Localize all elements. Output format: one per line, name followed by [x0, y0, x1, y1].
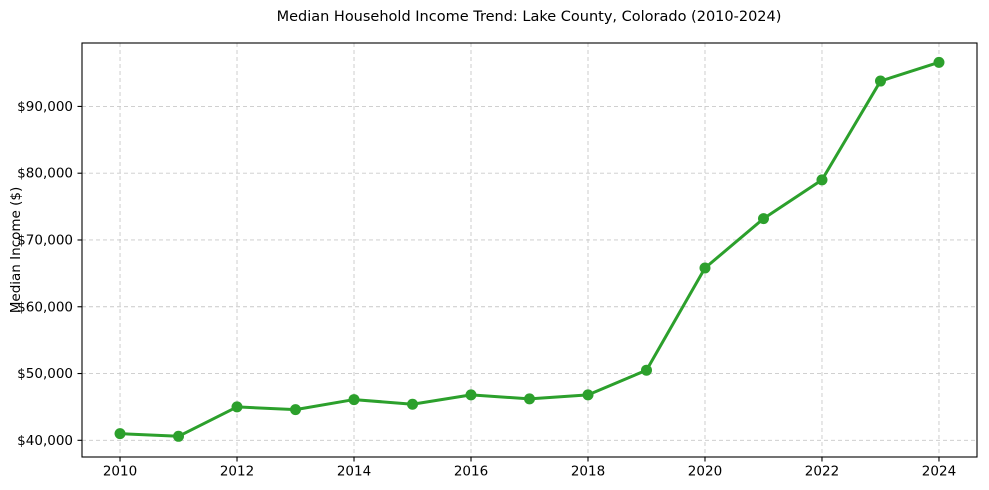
data-point-2017	[524, 393, 535, 405]
data-point-2012	[231, 401, 243, 413]
x-tick-label: 2012	[220, 464, 254, 480]
y-tick-label: $70,000	[17, 232, 73, 248]
y-tick-label: $50,000	[17, 366, 73, 382]
y-tick-label: $60,000	[17, 299, 73, 315]
x-tick-label: 2024	[922, 464, 956, 480]
y-axis-label: Median Income ($)	[8, 187, 24, 313]
chart-title: Median Household Income Trend: Lake Coun…	[277, 9, 782, 25]
y-tick-label: $80,000	[17, 166, 73, 182]
x-tick-label: 2014	[337, 464, 371, 480]
data-point-2016	[465, 389, 477, 401]
data-point-2020	[699, 262, 711, 274]
data-point-2014	[348, 394, 360, 406]
x-tick-label: 2018	[571, 464, 605, 480]
x-tick-label: 2020	[688, 464, 722, 480]
data-point-2019	[640, 364, 652, 376]
data-point-2022	[816, 174, 828, 186]
x-tick-label: 2010	[103, 464, 137, 480]
data-point-2011	[173, 430, 185, 442]
data-point-2013	[290, 404, 302, 416]
y-tick-label: $90,000	[17, 99, 73, 115]
x-tick-label: 2022	[805, 464, 839, 480]
data-point-2021	[757, 213, 769, 225]
data-point-2018	[582, 389, 594, 401]
y-tick-label: $40,000	[17, 433, 73, 449]
data-point-2015	[407, 398, 419, 410]
data-point-2024	[933, 56, 945, 68]
data-point-2010	[114, 428, 126, 440]
plot-border	[81, 42, 978, 458]
data-point-2023	[874, 75, 886, 87]
x-tick-label: 2016	[454, 464, 488, 480]
